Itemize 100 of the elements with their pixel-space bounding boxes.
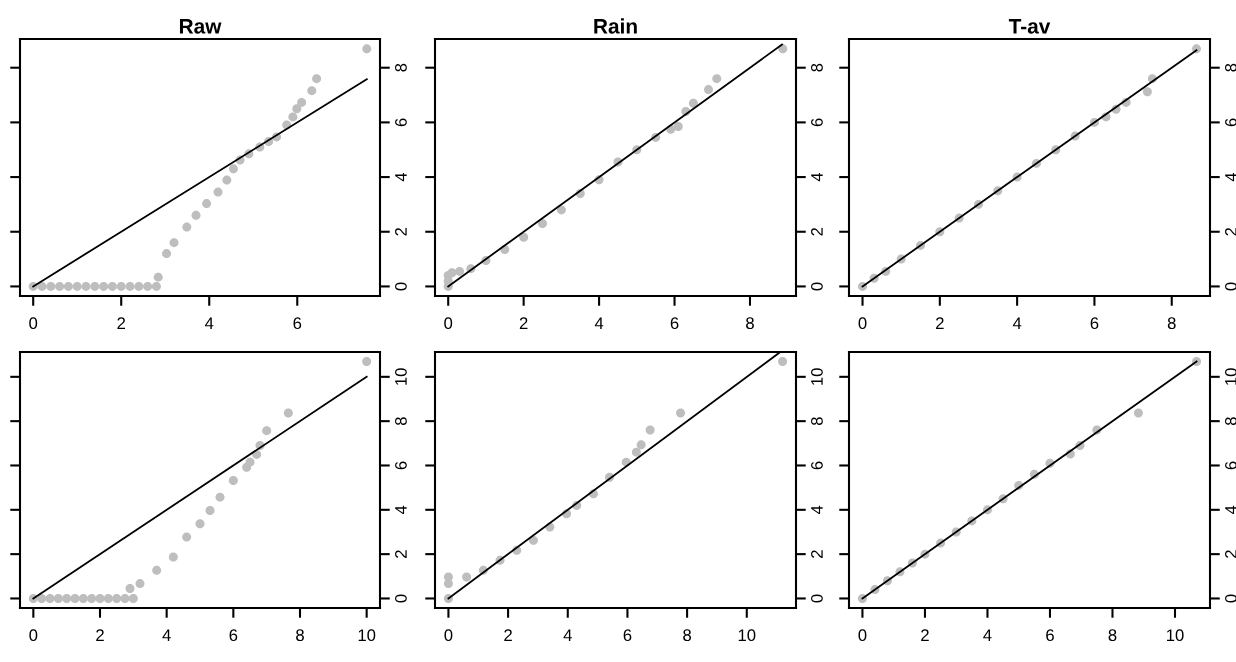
y-tick-label: 0 bbox=[1225, 594, 1236, 603]
point bbox=[120, 593, 130, 603]
point bbox=[103, 593, 113, 603]
y-tick-label: 6 bbox=[811, 118, 823, 127]
point bbox=[70, 593, 80, 603]
x-tick-label: 0 bbox=[858, 629, 867, 642]
point bbox=[688, 98, 698, 108]
y-tick-label: 2 bbox=[1225, 227, 1236, 236]
x-tick-label: 0 bbox=[858, 317, 867, 330]
y-tick-label: 8 bbox=[395, 63, 407, 72]
point bbox=[202, 199, 212, 209]
point bbox=[262, 426, 272, 436]
point bbox=[703, 85, 713, 95]
point bbox=[153, 272, 163, 282]
y-tick-label: 4 bbox=[1225, 505, 1236, 515]
x-tick-label: 4 bbox=[1012, 317, 1022, 329]
point bbox=[307, 86, 317, 96]
point bbox=[135, 579, 145, 589]
x-tick-label: 2 bbox=[504, 629, 512, 641]
point bbox=[195, 519, 205, 529]
x-tick-label: 6 bbox=[229, 629, 238, 642]
point bbox=[63, 281, 73, 291]
y-tick-label: 6 bbox=[1225, 118, 1236, 127]
point bbox=[168, 552, 178, 562]
point bbox=[528, 535, 538, 545]
x-tick-label: 2 bbox=[936, 317, 944, 329]
point bbox=[292, 104, 302, 114]
point bbox=[151, 281, 161, 291]
y-tick-label: 4 bbox=[395, 505, 407, 515]
point bbox=[72, 281, 82, 291]
point bbox=[87, 593, 97, 603]
point bbox=[134, 281, 144, 291]
y-tick-label: 0 bbox=[395, 594, 407, 603]
point bbox=[312, 74, 322, 84]
x-tick-label: 0 bbox=[29, 629, 38, 642]
point bbox=[191, 210, 201, 220]
x-tick-label: 4 bbox=[563, 629, 572, 641]
point bbox=[81, 281, 91, 291]
x-tick-label: 6 bbox=[670, 317, 679, 330]
point bbox=[245, 457, 255, 467]
x-tick-label: 0 bbox=[444, 629, 453, 642]
chart-title: Raw bbox=[179, 19, 222, 34]
point bbox=[95, 593, 105, 603]
point bbox=[78, 593, 88, 603]
x-tick-label: 10 bbox=[738, 629, 756, 642]
x-tick-label: 0 bbox=[29, 317, 38, 330]
x-tick-label: 6 bbox=[623, 629, 632, 642]
point bbox=[128, 593, 138, 603]
point bbox=[631, 447, 641, 457]
x-tick-label: 4 bbox=[983, 629, 992, 641]
point bbox=[297, 97, 307, 107]
y-tick-label: 0 bbox=[811, 282, 823, 291]
y-tick-label: 10 bbox=[1225, 368, 1236, 385]
y-tick-label: 10 bbox=[395, 368, 407, 385]
y-tick-label: 2 bbox=[811, 550, 823, 558]
point bbox=[228, 476, 238, 486]
chart-title: Rain bbox=[594, 18, 637, 34]
point bbox=[62, 593, 72, 603]
point bbox=[362, 44, 372, 54]
y-tick-label: 2 bbox=[1225, 550, 1236, 558]
chart-title: T-av bbox=[1008, 19, 1051, 34]
y-tick-label: 6 bbox=[811, 461, 823, 470]
x-tick-label: 10 bbox=[358, 629, 376, 642]
x-tick-label: 8 bbox=[1108, 629, 1117, 642]
point bbox=[205, 505, 215, 515]
x-tick-label: 4 bbox=[594, 317, 604, 329]
point bbox=[152, 565, 162, 575]
point bbox=[112, 593, 122, 603]
y-tick-label: 4 bbox=[811, 172, 823, 182]
x-tick-label: 2 bbox=[96, 629, 104, 641]
point bbox=[213, 187, 223, 197]
point bbox=[143, 281, 153, 291]
y-tick-label: 8 bbox=[395, 417, 407, 426]
y-tick-label: 6 bbox=[395, 118, 407, 127]
point bbox=[45, 593, 55, 603]
point bbox=[455, 266, 465, 276]
x-tick-label: 8 bbox=[1167, 317, 1176, 330]
y-tick-label: 4 bbox=[395, 172, 407, 182]
y-tick-label: 8 bbox=[811, 63, 823, 72]
point bbox=[169, 238, 179, 248]
point bbox=[90, 281, 100, 291]
point bbox=[182, 532, 192, 542]
point bbox=[645, 425, 655, 435]
x-tick-label: 0 bbox=[444, 317, 453, 330]
x-tick-label: 8 bbox=[746, 317, 754, 330]
point bbox=[1142, 87, 1152, 97]
x-tick-label: 2 bbox=[519, 317, 528, 329]
point bbox=[283, 408, 293, 418]
point bbox=[636, 440, 646, 450]
point bbox=[162, 249, 172, 259]
point bbox=[443, 572, 453, 582]
x-tick-label: 2 bbox=[921, 629, 929, 641]
point bbox=[228, 164, 238, 174]
y-tick-label: 0 bbox=[1225, 282, 1236, 291]
point bbox=[37, 281, 47, 291]
x-tick-label: 6 bbox=[1046, 629, 1054, 642]
y-tick-label: 6 bbox=[1225, 461, 1236, 470]
point bbox=[222, 175, 232, 185]
y-tick-label: 8 bbox=[1225, 417, 1236, 426]
point bbox=[99, 281, 109, 291]
